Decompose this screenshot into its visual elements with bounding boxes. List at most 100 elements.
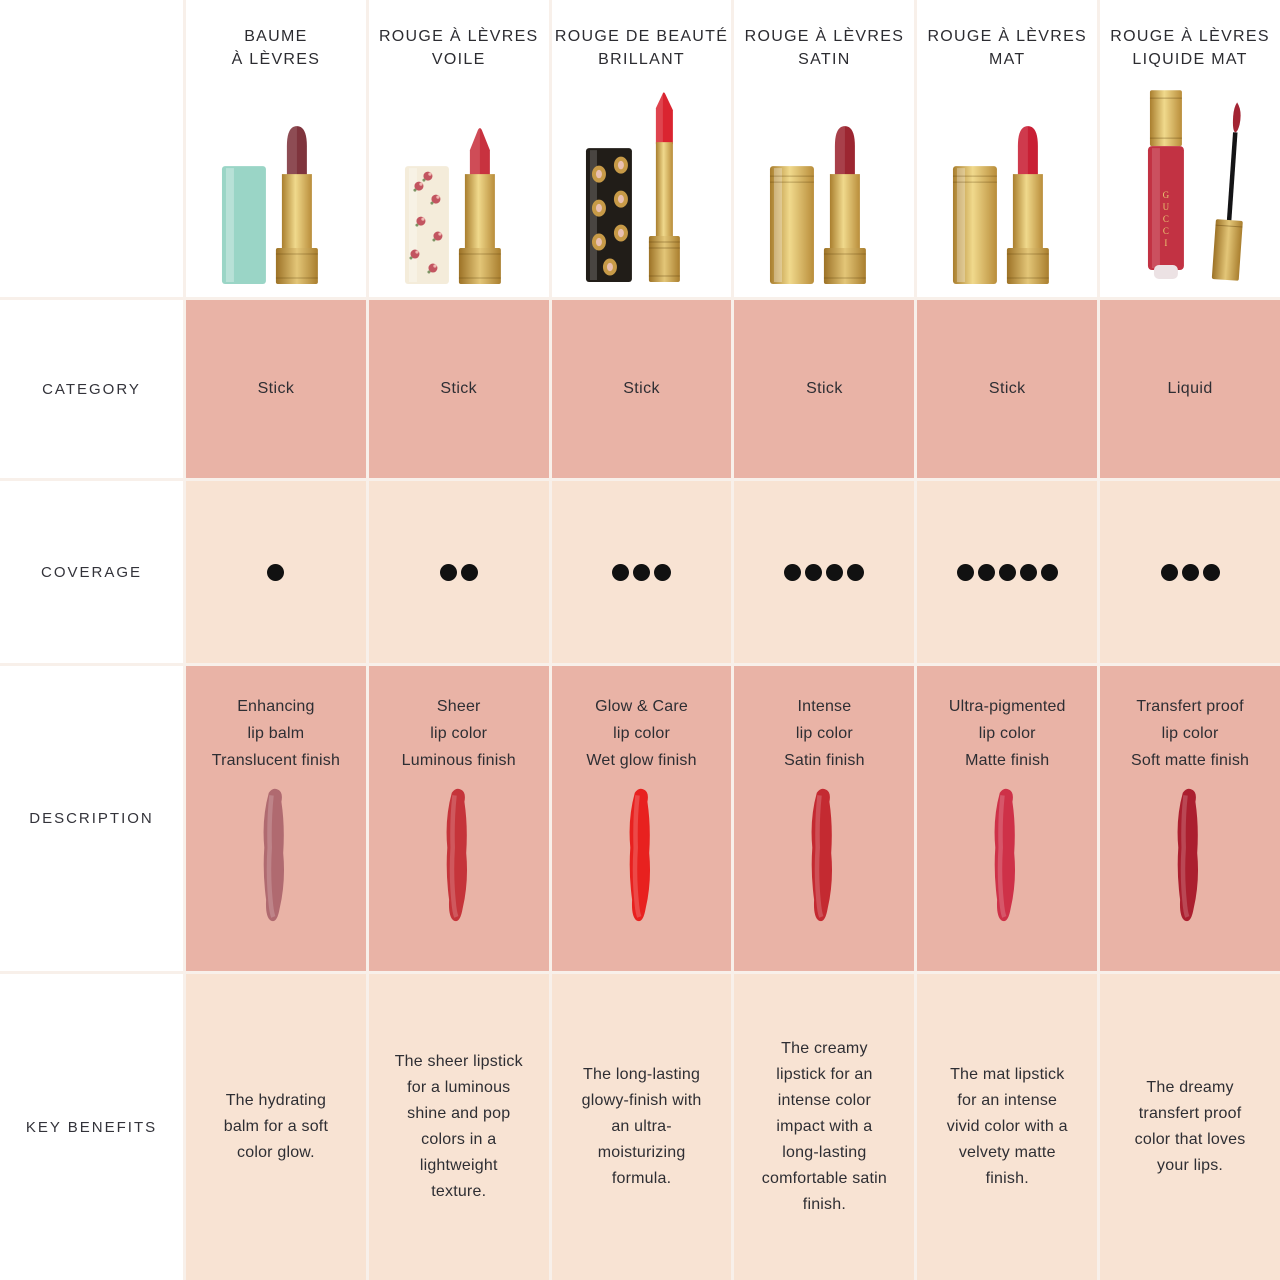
coverage-dot [956,563,974,581]
lipstick-swatch [797,782,851,942]
description-cell: Enhancing lip balm Translucent finish [186,666,366,971]
description-cell: Intense lip color Satin finish [734,666,915,971]
category-cell: Stick [551,300,732,478]
coverage-dots [439,563,478,581]
key-benefits-text: The creamy lipstick for an intense color… [761,1040,888,1213]
lipstick-swatch [1163,782,1217,942]
row-label-coverage-text: COVERAGE [40,563,143,581]
coverage-dots [956,563,1058,581]
coverage-dot [612,563,630,581]
product-header-cell: ROUGE DE BEAUTÉ BRILLANT [551,0,732,297]
coverage-dot [1181,563,1199,581]
row-label-key-benefits: KEY BENEFITS [0,974,183,1280]
key-benefits-cell: The creamy lipstick for an intense color… [734,974,915,1280]
product-header-cell: ROUGE À LÈVRES SATIN [734,0,915,297]
key-benefits-text: The sheer lipstick for a luminous shine … [394,1053,523,1200]
coverage-dot [847,563,865,581]
category-cell: Stick [368,300,549,478]
coverage-dots [612,563,672,581]
key-benefits-cell: The hydrating balm for a soft color glow… [186,974,366,1280]
product-header-cell: ROUGE À LÈVRES VOILE [368,0,549,297]
description-text: Sheer lip color Luminous finish [401,698,516,769]
coverage-cell [917,481,1098,663]
coverage-cell [734,481,915,663]
key-benefits-cell: The mat lipstick for an intense vivid co… [917,974,1098,1280]
key-benefits-cell: The long-lasting glowy-finish with an ul… [551,974,732,1280]
row-label-description-text: DESCRIPTION [29,810,154,827]
description-cell: Ultra-pigmented lip color Matte finish [917,666,1098,971]
description-cell: Sheer lip color Luminous finish [368,666,549,971]
coverage-dots [784,563,865,581]
coverage-dot [633,563,651,581]
coverage-dot [1040,563,1058,581]
description-text: Ultra-pigmented lip color Matte finish [948,698,1066,769]
coverage-dot [1160,563,1178,581]
category-value: Stick [257,380,295,397]
svg-text:C: C [1163,214,1169,224]
row-label-category: CATEGORY [0,300,183,478]
row-label-coverage: COVERAGE [0,481,183,663]
product-name: ROUGE À LÈVRES LIQUIDE MAT [1110,28,1270,68]
lipstick-swatch [432,782,486,942]
category-cell: Stick [917,300,1098,478]
category-value: Stick [440,380,478,397]
product-name: ROUGE DE BEAUTÉ BRILLANT [554,28,729,68]
coverage-dot [1019,563,1037,581]
description-cell: Transfert proof lip color Soft matte finis… [1100,666,1280,971]
lipstick-swatch [980,782,1034,942]
row-label-key-benefits-text: KEY BENEFITS [25,1118,158,1136]
coverage-cell [1100,481,1280,663]
coverage-dot [439,563,457,581]
coverage-dot [654,563,672,581]
key-benefits-text: The dreamy transfert proof color that lo… [1134,1079,1246,1174]
product-header-cell: BAUME À LÈVRES [186,0,366,297]
product-image [552,71,732,297]
coverage-cell [551,481,732,663]
coverage-dot [267,563,285,581]
category-value: Stick [988,380,1026,397]
header-spacer [0,0,183,297]
description-text: Enhancing lip balm Translucent finish [211,698,341,769]
coverage-dot [460,563,478,581]
coverage-cell [368,481,549,663]
coverage-dot [1202,563,1220,581]
svg-text:I: I [1165,238,1168,248]
category-value: Liquid [1167,380,1213,397]
svg-text:U: U [1163,202,1170,212]
coverage-dot [784,563,802,581]
row-label-description: DESCRIPTION [0,666,183,971]
product-name: ROUGE À LÈVRES VOILE [378,28,539,68]
key-benefits-text: The long-lasting glowy-finish with an ul… [581,1066,702,1187]
product-name: ROUGE À LÈVRES MAT [927,28,1088,68]
coverage-dot [826,563,844,581]
description-text: Intense lip color Satin finish [784,698,865,769]
product-name: BAUME À LÈVRES [231,28,321,68]
coverage-dot [998,563,1016,581]
lipstick-swatch [249,782,303,942]
key-benefits-cell: The dreamy transfert proof color that lo… [1100,974,1280,1280]
key-benefits-text: The hydrating balm for a soft color glow… [223,1092,329,1161]
product-image [369,71,549,297]
category-value: Stick [623,380,660,397]
description-text: Glow & Care lip color Wet glow finish [586,698,697,769]
coverage-dots [267,563,285,581]
row-label-category-text: CATEGORY [42,380,141,398]
coverage-dots [1160,563,1220,581]
product-header-cell: ROUGE À LÈVRES MAT [917,0,1098,297]
description-cell: Glow & Care lip color Wet glow finish [551,666,732,971]
key-benefits-cell: The sheer lipstick for a luminous shine … [368,974,549,1280]
product-image [917,71,1097,297]
product-image [186,71,366,297]
svg-text:G: G [1163,190,1170,200]
description-text: Transfert proof lip color Soft matte finis… [1131,698,1250,769]
svg-text:C: C [1163,226,1169,236]
key-benefits-text: The mat lipstick for an intense vivid co… [946,1066,1068,1187]
category-cell: Stick [734,300,915,478]
coverage-cell [186,481,366,663]
lipstick-swatch [615,782,669,942]
category-cell: Stick [186,300,366,478]
category-value: Stick [806,380,843,397]
